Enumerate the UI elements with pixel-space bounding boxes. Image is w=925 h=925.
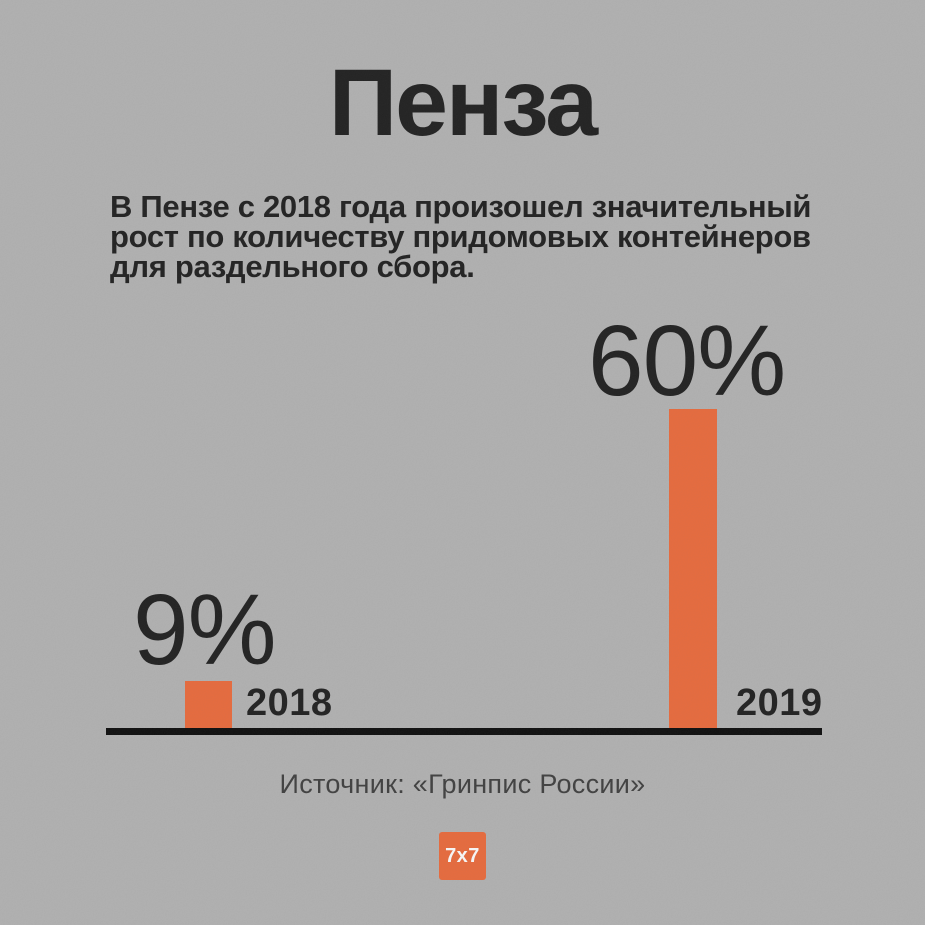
page-title: Пенза <box>328 50 598 156</box>
bar-2019 <box>669 409 717 729</box>
subtitle-line-3: для раздельного сбора. <box>110 249 475 284</box>
logo-text: 7x7 <box>445 845 480 867</box>
bar-2018 <box>185 681 232 729</box>
x-axis-line <box>106 728 822 735</box>
value-label-2019: 60% <box>588 305 786 417</box>
subtitle-line-1: В Пензе с 2018 года произошел значительн… <box>110 189 812 224</box>
subtitle: В Пензе с 2018 года произошел значительн… <box>110 189 870 284</box>
value-label-2018: 9% <box>133 574 277 686</box>
subtitle-line-2: рост по количеству придомовых контейнеро… <box>110 219 811 254</box>
category-label-2019: 2019 <box>736 682 823 724</box>
category-label-2018: 2018 <box>246 682 333 724</box>
source-attribution: Источник: «Гринпис России» <box>279 769 646 799</box>
logo-7x7: 7x7 <box>439 832 486 880</box>
